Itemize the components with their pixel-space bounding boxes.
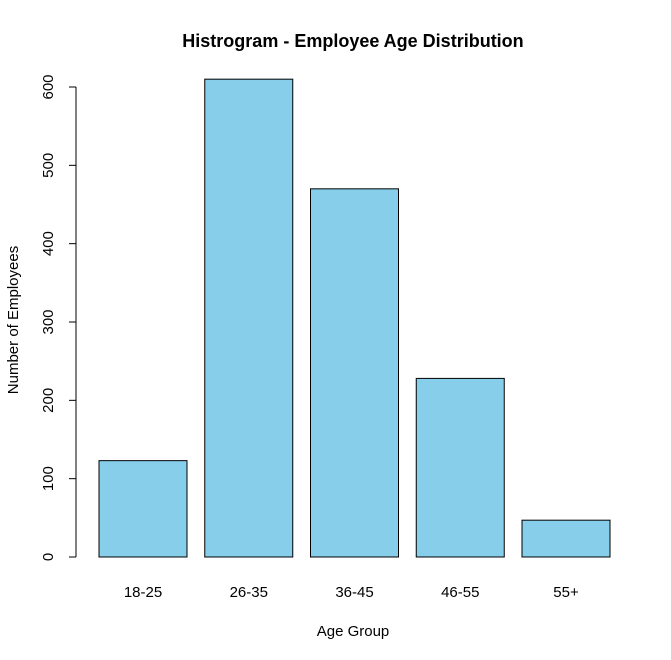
y-tick-label: 100 <box>40 466 57 491</box>
bar-36-45 <box>310 188 399 558</box>
bar-26-35 <box>204 78 294 558</box>
y-tick-label: 600 <box>40 74 57 99</box>
x-tick-label: 46-55 <box>441 584 479 601</box>
bar-46-55 <box>415 377 505 558</box>
y-tick-label: 0 <box>40 553 57 561</box>
y-axis-title: Number of Employees <box>5 246 22 394</box>
bar-55+ <box>521 519 611 558</box>
bar-18-25 <box>98 460 188 558</box>
x-axis-title: Age Group <box>317 623 390 640</box>
y-tick-label: 400 <box>40 231 57 256</box>
chart-title: Histrogram - Employee Age Distribution <box>182 31 523 51</box>
y-tick-label: 500 <box>40 153 57 178</box>
y-tick-label: 300 <box>40 309 57 334</box>
bars <box>98 78 611 558</box>
x-axis-labels: 18-25 26-35 36-45 46-55 55+ <box>124 584 579 601</box>
y-axis: 0 100 200 300 400 500 600 <box>40 74 77 561</box>
y-tick-label: 200 <box>40 388 57 413</box>
x-tick-label: 55+ <box>553 584 579 601</box>
x-tick-label: 36-45 <box>335 584 373 601</box>
x-tick-label: 26-35 <box>230 584 268 601</box>
x-tick-label: 18-25 <box>124 584 162 601</box>
